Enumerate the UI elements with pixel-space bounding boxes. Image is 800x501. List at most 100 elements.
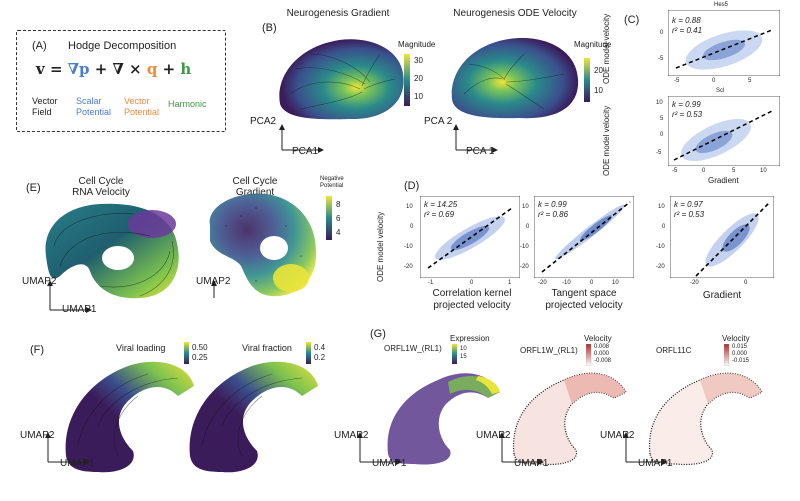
scl-r2: r² = 0.53	[672, 110, 703, 119]
corr-r2: r² = 0.69	[424, 210, 455, 219]
g1-gene-name: ORFL1W_(RL1)	[384, 344, 442, 353]
scl-title: Scl	[716, 88, 725, 94]
viral-loading-title: Viral loading	[116, 343, 166, 353]
viral-fraction-tick-02: 0.2	[314, 353, 326, 362]
neg-potential-tick-6: 6	[336, 214, 341, 223]
scl-ytick-neg5: -5	[656, 150, 662, 156]
scl-k: k = 0.99	[672, 100, 701, 109]
panel-f-label: (F)	[30, 344, 45, 356]
hodge-decomposition-box	[16, 30, 226, 132]
viral-fraction-embedding	[189, 361, 318, 473]
panel-c-ylabel-top: ODE model velocity	[602, 13, 611, 84]
tangent-space-scatter	[534, 196, 634, 278]
corr-ytick-0: 0	[410, 224, 414, 230]
viral-loading-tick-025: 0.25	[192, 353, 208, 362]
correlation-kernel-scatter	[420, 196, 520, 278]
velocity-plot-orfl11c	[648, 372, 763, 466]
rna-velocity-streamlines	[53, 213, 174, 297]
corr-ytick-neg10: -10	[404, 244, 413, 250]
pca2-label: PCA2	[250, 116, 277, 127]
rna-velocity-title-line2: RNA Velocity	[72, 187, 130, 198]
scl-xtick-5: 5	[732, 168, 736, 174]
term-scalar-potential: Scalar Potential	[76, 96, 111, 118]
umap-axes-g2	[499, 432, 544, 465]
g2-legend-tick-neg: -0.008	[594, 358, 612, 364]
scl-ytick-0: 0	[660, 132, 664, 138]
tangent-ytick-neg20: -20	[520, 264, 529, 270]
corr-xtick-0: 0	[470, 280, 474, 286]
correlation-regression-line	[427, 207, 513, 269]
g1-colorbar	[452, 344, 457, 364]
formula-lhs: v =	[36, 60, 68, 78]
panel-d-ylabel: ODE model velocity	[376, 211, 385, 282]
velocity-orfl1w-embedding	[512, 372, 627, 466]
tangent-xtick-neg20: -20	[538, 280, 547, 286]
term-vector-field: Vector Field	[32, 96, 58, 118]
hes5-ytick-neg5: -5	[658, 56, 664, 62]
umap-axes-g1	[357, 432, 402, 465]
umap2-label-e-right: UMAP2	[196, 276, 231, 287]
gradD-ytick-neg10: -10	[656, 244, 665, 250]
umap-axes-g3	[623, 432, 668, 465]
hes5-title: Hes5	[714, 2, 729, 8]
tangent-ytick-0: 0	[526, 224, 530, 230]
corr-xtick-1: 1	[508, 280, 512, 286]
hes5-regression-line	[675, 29, 773, 69]
velocity-orfl11c-embedding	[648, 372, 763, 466]
gradient-cbar-tick-10: 10	[414, 92, 423, 101]
corr-ytick-neg20: -20	[404, 264, 413, 270]
panel-a-label: (A)	[32, 40, 47, 52]
hes5-xtick-neg5: -5	[674, 78, 680, 84]
formula-q: q	[146, 60, 158, 78]
hes5-scatter-plot	[668, 10, 780, 76]
viral-loading-tick-050: 0.50	[192, 343, 208, 352]
umap2-label-g3: UMAP2	[600, 430, 635, 441]
tangent-regression-line	[541, 201, 631, 273]
viral-loading-plot	[65, 361, 195, 473]
g3-legend-tick-neg: -0.015	[732, 358, 750, 364]
umap1-label-g2: UMAP1	[514, 458, 549, 469]
panel-c-label: (C)	[624, 14, 640, 26]
formula-plus: +	[157, 60, 181, 78]
gradient-embedding-shape	[279, 39, 404, 120]
g2-legend-tick-zero: 0.000	[594, 351, 610, 357]
term-vector-pot-line2: Potential	[124, 107, 160, 117]
streamlines	[289, 53, 396, 110]
panel-g-label: (G)	[370, 328, 386, 340]
formula-curl: + ∇ ×	[89, 60, 147, 78]
umap1-label-f: UMAP1	[60, 458, 95, 469]
negative-potential-colorbar	[326, 196, 332, 240]
viral-fraction-plot	[189, 361, 318, 473]
gradient-cbar-tick-20: 20	[414, 74, 423, 83]
scl-ytick-10: 10	[656, 100, 663, 106]
gradD-r2: r² = 0.53	[674, 210, 705, 219]
g2-legend-title: Velocity	[584, 334, 612, 343]
neg-potential-title: Negative Potential	[320, 176, 344, 190]
scl-xlabel: Gradient	[708, 176, 739, 185]
gradD-ytick-neg20: -20	[656, 264, 665, 270]
neg-potential-tick-4: 4	[336, 228, 341, 237]
velocity-colorbar-title: Magnitude	[574, 40, 612, 49]
panel-e-label: (E)	[26, 182, 41, 194]
gradD-ytick-10: 10	[658, 204, 665, 210]
term-scalar-line2: Potential	[76, 107, 112, 117]
tangent-ytick-10: 10	[522, 204, 529, 210]
term-vector-field-line1: Vector	[32, 96, 58, 106]
term-vector-field-line2: Field	[32, 107, 52, 117]
scl-xtick-10: 10	[760, 168, 767, 174]
g1-legend-tick-10: 10	[460, 346, 467, 352]
viral-loading-streamlines	[77, 373, 179, 457]
cc-gradient-title-line2: Gradient	[235, 187, 275, 198]
panel-d-label: (D)	[404, 180, 420, 192]
umap-axes-e-left	[47, 280, 92, 313]
expression-plot	[387, 373, 500, 465]
neurogenesis-velocity-title: Neurogenesis ODE Velocity	[453, 8, 577, 19]
umap1-label-g3: UMAP1	[638, 458, 673, 469]
umap2-label-g1: UMAP2	[334, 430, 369, 441]
tangent-r2: r² = 0.86	[538, 210, 569, 219]
pca-axes-left	[279, 124, 324, 153]
pca1-label-right: PCA 1	[466, 146, 495, 157]
neg-potential-tick-8: 8	[336, 200, 341, 209]
g2-colorbar	[586, 344, 592, 366]
corr-xlabel: Correlation kernel projected velocity	[422, 288, 522, 312]
